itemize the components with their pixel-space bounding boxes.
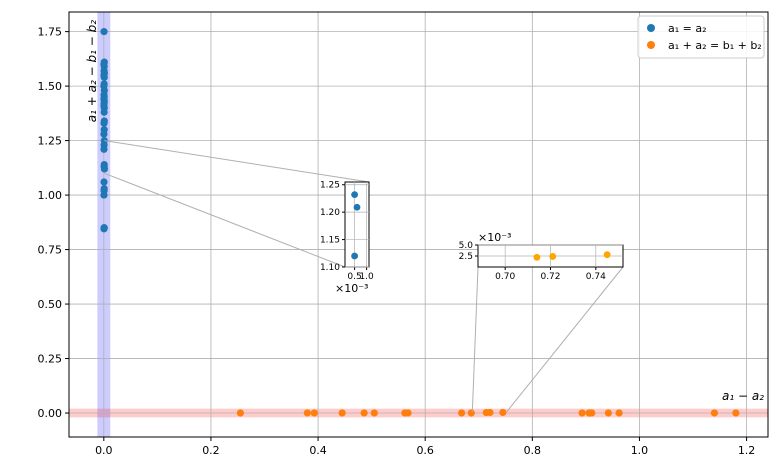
data-point [236,409,245,417]
inset-x-offset-label: ×10⁻³ [335,282,368,295]
data-point [100,191,108,199]
highlight-bands [69,12,768,437]
inset-data-point [549,253,557,260]
y-tick-label: 0.25 [38,353,63,366]
x-tick-label: 0.4 [309,444,327,457]
inset-y-tick-label: 1.25 [320,181,340,191]
inset-data-point [351,191,358,199]
inset-x-tick-label: 0.72 [540,272,560,282]
x-tick-label: 0.6 [416,444,434,457]
data-point [604,409,612,417]
x-tick-label: 0.8 [524,444,542,457]
data-point [732,409,740,417]
x-tick-label: 1.0 [631,444,649,457]
y-tick-label: 1.00 [38,189,63,202]
y-tick-label: 0.75 [38,244,63,257]
x-tick-label: 0.0 [95,444,113,457]
zoom-connector [104,172,346,268]
data-point [100,108,108,116]
grid-lines [69,12,768,437]
legend-entry-series-2: a₁ + a₂ = b₁ + b₂ [668,39,762,52]
plot-frame [68,11,769,438]
zoom-connector [471,266,479,412]
data-point [499,408,507,417]
legend: a₁ = a₂ a₁ + a₂ = b₁ + b₂ [637,15,765,59]
data-point [100,73,108,81]
data-point [100,165,109,173]
inset-y-tick-label: 1.15 [320,236,340,246]
legend-box [637,15,765,59]
series-2 [236,408,740,417]
inset-y-tick-label: 1.20 [320,208,340,218]
inset-y-tick-label: 2.5 [459,252,473,262]
data-point [100,119,108,127]
inset-axes: 0.51.0 1.10 1.15 1.20 1.25 ×10⁻³ 0.70 0.72 0.74 2… [320,181,624,295]
inset-y-offset-label: ×10⁻³ [478,231,511,244]
inset-right: 0.70 0.72 0.74 2.55.0 ×10⁻³ [459,231,624,282]
data-point [615,409,623,417]
y-axis-label: a₁ + a₂ − b₁ − b₂ [85,20,99,122]
inset-x-tick-label: 1.0 [359,272,374,282]
inset-data-point [353,203,361,211]
series-layer [100,28,740,417]
data-point [338,409,346,417]
inset-x-tick-label: 0.5 [347,272,361,282]
legend-entry-series-1: a₁ = a₂ [668,22,707,35]
inset-data-point [533,253,541,261]
zoom-connector [104,140,370,183]
data-point [578,409,586,417]
inset-data-point [603,251,611,259]
y-tick-label: 1.50 [38,80,63,93]
data-point [303,409,311,417]
data-point [486,408,494,417]
inset-y-tick-label: 1.10 [320,263,340,273]
data-point [100,130,108,138]
data-point [100,178,108,186]
inset-data-point [351,252,358,260]
inset-left: 0.51.0 1.10 1.15 1.20 1.25 ×10⁻³ [320,181,374,295]
y-tick-label: 0.00 [38,407,63,420]
legend-marker-series-2 [647,41,655,49]
y-tick-label: 1.75 [38,26,63,39]
data-point [467,409,475,417]
inset-y-tick-label: 5.0 [459,241,474,251]
x-axis-label: a₁ − a₂ [722,389,764,403]
data-point [588,409,596,417]
data-point [710,409,719,417]
zoom-connectors [104,140,624,413]
x-axis-ticks: 0.0 0.2 0.4 0.6 0.8 1.0 1.2 [95,437,755,457]
series-1 [100,28,109,233]
inset-x-tick-label: 0.70 [495,272,515,282]
legend-marker-series-1 [647,24,655,32]
inset-x-tick-label: 0.74 [586,272,606,282]
data-point [310,409,318,417]
data-point [100,28,108,36]
x-tick-label: 0.2 [202,444,220,457]
y-tick-label: 1.25 [38,135,63,148]
zoom-connector [506,266,624,413]
data-point [100,145,108,153]
y-tick-label: 0.50 [38,298,63,311]
y-axis-ticks: 0.00 0.25 0.50 0.75 1.00 1.25 1.50 1.75 [38,26,69,420]
data-point [370,409,378,417]
data-point [404,409,412,417]
x-tick-label: 1.2 [738,444,756,457]
data-point [360,409,368,417]
data-point [458,409,466,417]
data-point [100,224,108,232]
